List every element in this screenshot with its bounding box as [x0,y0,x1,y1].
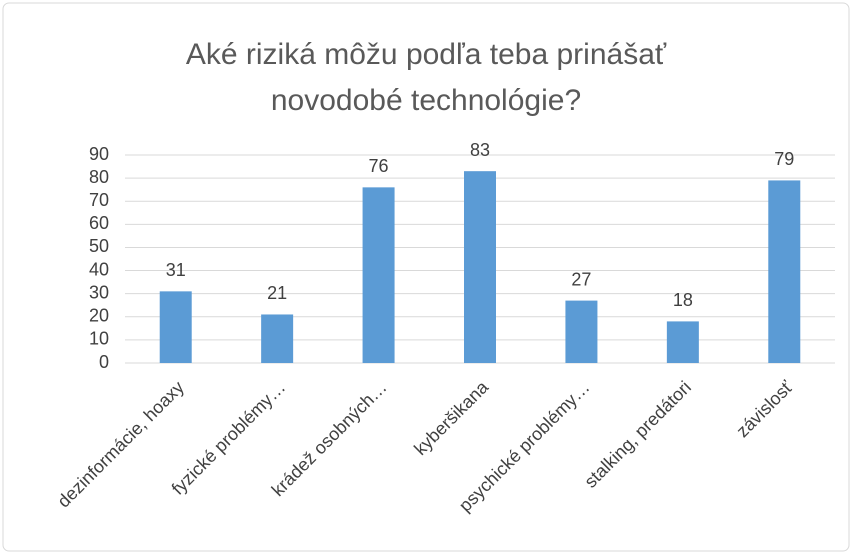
bar [362,187,395,363]
y-tick-label: 30 [89,282,109,302]
y-tick-label: 40 [89,259,109,279]
y-tick-label: 0 [99,352,109,372]
bar [464,171,496,363]
bar [666,321,699,363]
y-tick-label: 90 [89,144,109,164]
data-label: 31 [166,260,186,280]
chart-title: Aké riziká môžu podľa teba prinášať novo… [185,38,667,117]
data-label: 76 [369,156,389,176]
data-label: 83 [470,140,490,160]
data-label: 27 [571,269,591,289]
y-tick-label: 10 [89,329,109,349]
bar [768,180,801,363]
y-tick-label: 70 [89,190,109,210]
data-label: 79 [774,149,794,169]
bar [159,291,192,363]
y-tick-label: 20 [89,306,109,326]
y-tick-label: 50 [89,236,109,256]
data-label: 21 [267,283,287,303]
y-tick-label: 60 [89,213,109,233]
y-tick-label: 80 [89,167,109,187]
bar [261,314,294,363]
bar [565,300,598,363]
data-label: 18 [673,290,693,310]
